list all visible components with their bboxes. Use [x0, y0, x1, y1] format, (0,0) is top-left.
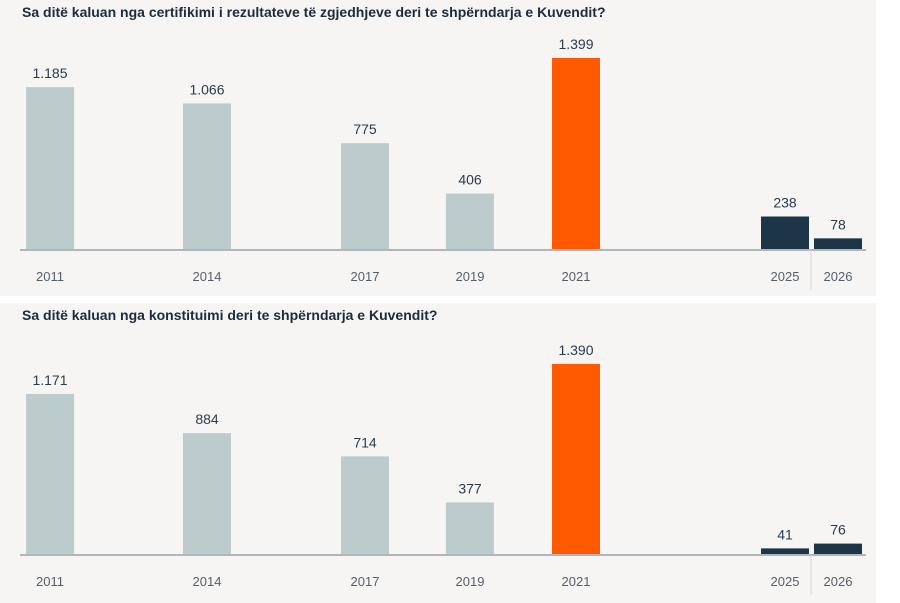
- tick-label-2011: 2011: [36, 574, 64, 589]
- bar-2021: [552, 58, 600, 249]
- chart-panel-constitution: Sa ditë kaluan nga konstituimi deri te s…: [0, 303, 876, 603]
- value-label-2025: 41: [777, 526, 793, 542]
- value-label-2021: 1.399: [558, 36, 593, 52]
- chart-panel-certification: Sa ditë kaluan nga certifikimi i rezulta…: [0, 0, 876, 296]
- bar-2026: [814, 238, 862, 249]
- bar-chart-constitution: 1.171 2011 884 2014 714 2017 377 2019 1.390 2021 4…: [20, 342, 866, 595]
- tick-label-2017: 2017: [351, 269, 380, 284]
- chart-title: Sa ditë kaluan nga certifikimi i rezulta…: [22, 4, 606, 20]
- tick-label-2025: 2025: [771, 574, 800, 589]
- value-label-2019: 377: [458, 480, 482, 496]
- bar-2014: [183, 103, 231, 249]
- bar-2025: [761, 216, 809, 249]
- value-label-2014: 884: [195, 411, 219, 427]
- bar-2019: [446, 193, 494, 249]
- bar-2017: [341, 456, 389, 554]
- value-label-2025: 238: [773, 195, 797, 211]
- value-label-2019: 406: [458, 172, 482, 188]
- tick-label-2026: 2026: [824, 574, 853, 589]
- bar-2019: [446, 502, 494, 554]
- value-label-2026: 76: [830, 522, 846, 538]
- bar-2021: [552, 364, 600, 554]
- value-label-2021: 1.390: [558, 342, 593, 358]
- value-label-2011: 1.171: [32, 372, 67, 388]
- tick-label-2014: 2014: [193, 269, 222, 284]
- bar-2025: [761, 548, 809, 554]
- tick-label-2019: 2019: [456, 574, 485, 589]
- page-margin: [876, 0, 900, 603]
- value-label-2017: 775: [353, 121, 377, 137]
- tick-label-2025: 2025: [771, 269, 800, 284]
- tick-label-2019: 2019: [456, 269, 485, 284]
- tick-label-2021: 2021: [562, 269, 591, 284]
- tick-label-2017: 2017: [351, 574, 380, 589]
- bar-2011: [26, 393, 74, 554]
- tick-label-2011: 2011: [36, 269, 64, 284]
- bar-2017: [341, 143, 389, 249]
- chart-title: Sa ditë kaluan nga konstituimi deri te s…: [22, 307, 438, 323]
- tick-label-2021: 2021: [562, 574, 591, 589]
- bar-2026: [814, 543, 862, 554]
- bar-2011: [26, 87, 74, 249]
- bar-chart-certification: 1.185 2011 1.066 2014 775 2017 406 2019 1.399 202…: [20, 36, 866, 290]
- value-label-2017: 714: [353, 434, 377, 450]
- value-label-2026: 78: [830, 216, 846, 232]
- tick-label-2026: 2026: [824, 269, 853, 284]
- value-label-2011: 1.185: [32, 65, 67, 81]
- tick-label-2014: 2014: [193, 574, 222, 589]
- value-label-2014: 1.066: [189, 81, 224, 97]
- bar-2014: [183, 433, 231, 554]
